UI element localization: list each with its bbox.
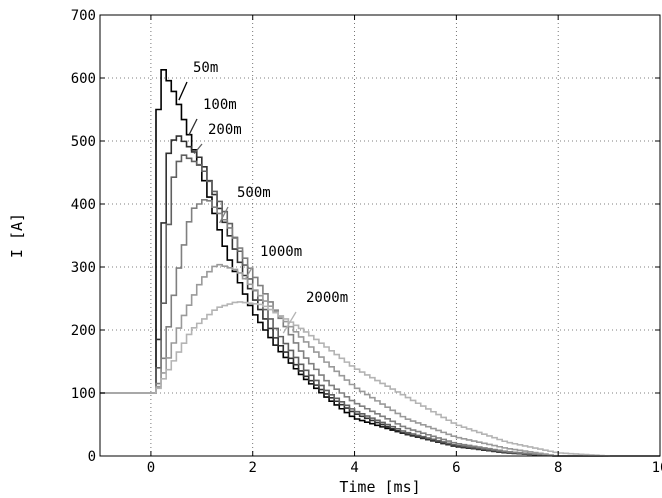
y-tick-label: 0 [88,449,96,465]
series-line-100m [100,135,660,457]
x-tick-label: 8 [554,460,562,476]
y-axis-label: I [A] [8,213,26,258]
x-tick-label: 10 [652,460,662,476]
annotation-label: 2000m [306,290,348,306]
annotations: 50m 100m 200m 500m 1000m 2000m [178,60,348,334]
annotation-label: 50m [193,60,218,76]
annotation-leader [244,265,254,280]
y-tick-label: 200 [71,323,96,339]
series-line-200m [100,154,660,457]
series-line-1000m [100,263,660,457]
y-tick-label: 100 [71,386,96,402]
x-tick-label: 6 [452,460,460,476]
x-tick-label: 4 [350,460,358,476]
annotation-label: 200m [208,122,242,138]
series-line-500m [100,199,660,457]
series-line-2000m [100,301,660,457]
annotation-label: 500m [237,185,271,201]
annotation-leader [193,143,203,155]
annotation-leader [219,206,229,224]
x-tick-label: 0 [147,460,155,476]
y-tick-label: 700 [71,8,96,24]
x-tick-label: 2 [249,460,257,476]
y-tick-label: 400 [71,197,96,213]
y-tick-label: 500 [71,134,96,150]
annotation-leader [178,81,188,101]
y-tick-label: 600 [71,71,96,87]
annotation-leader [188,118,198,135]
annotation-label: 1000m [260,244,302,260]
annotation-label: 100m [203,97,237,113]
grid [100,15,660,456]
annotation-leader [282,311,297,334]
series-line-50m [100,69,660,457]
y-tick-label: 300 [71,260,96,276]
plot-frame [99,14,661,457]
series-lines [100,69,660,457]
tick-marks: 02468100100200300400500600700 [71,8,662,476]
x-axis-label: Time [ms] [339,478,420,496]
